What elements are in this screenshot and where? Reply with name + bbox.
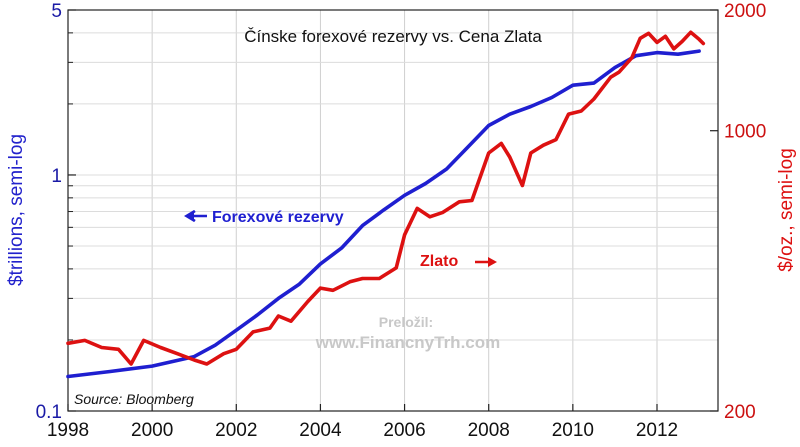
- source-note: Source: Bloomberg: [74, 391, 194, 407]
- y-axis-left-label: $trillions, semi-log: [6, 134, 27, 286]
- tick-label-left: 1: [51, 166, 62, 187]
- watermark-line-2: www.FinancnyTrh.com: [315, 333, 501, 352]
- series-line-gold: [66, 30, 706, 366]
- left-axis-ticks: 0.1 1 5: [36, 1, 76, 423]
- tick-label-x: 1998: [47, 420, 89, 441]
- reserves-annotation: Forexové rezervy: [184, 209, 344, 226]
- tick-label-x: 2002: [215, 420, 257, 441]
- tick-label-x: 2000: [131, 420, 173, 441]
- plot-frame: [67, 9, 719, 412]
- tick-label-right: 1000: [724, 122, 766, 143]
- right-axis-ticks: 200 1000 2000: [710, 1, 766, 423]
- tick-label-right: 200: [724, 402, 756, 423]
- tick-label-left: 5: [51, 1, 62, 22]
- tick-label-x: 2004: [299, 420, 342, 441]
- series-layer: [66, 30, 706, 379]
- series-line-reserves: [66, 49, 701, 379]
- x-axis-ticks: 1998 2000 2002 2004 2006 2008 2010 2012: [47, 404, 678, 441]
- gold-label: Zlato: [420, 253, 458, 270]
- tick-label-x: 2006: [383, 420, 425, 441]
- tick-label-right: 2000: [724, 1, 766, 22]
- tick-label-x: 2010: [552, 420, 594, 441]
- chart-grid: [67, 10, 718, 411]
- left-arrowhead-icon: [184, 210, 194, 222]
- watermark-line-1: Preložil:: [379, 314, 433, 330]
- tick-label-left: 0.1: [36, 402, 62, 423]
- gold-annotation: Zlato: [420, 253, 497, 270]
- tick-label-x: 2012: [636, 420, 678, 441]
- chart-title: Čínske forexové rezervy vs. Cena Zlata: [244, 27, 542, 46]
- y-axis-right-label: $/oz., semi-log: [776, 148, 797, 272]
- reserves-label: Forexové rezervy: [212, 209, 344, 226]
- right-arrowhead-icon: [488, 257, 497, 267]
- tick-label-x: 2008: [468, 420, 510, 441]
